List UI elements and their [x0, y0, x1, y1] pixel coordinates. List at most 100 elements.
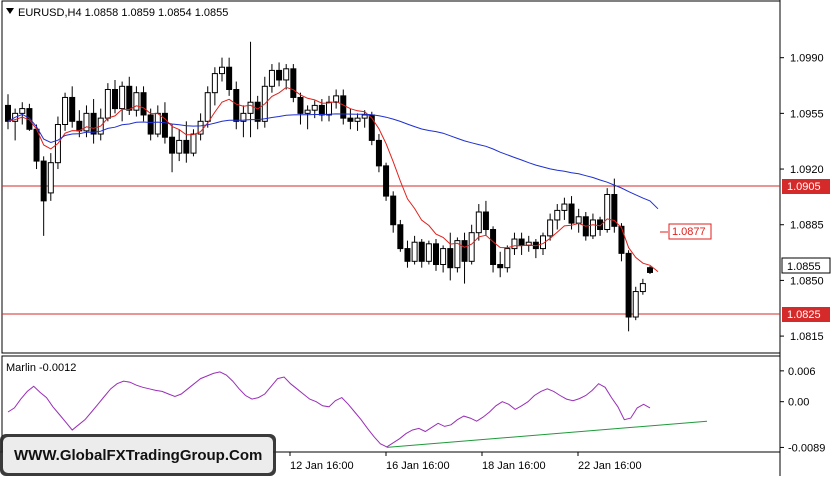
current-price-tag: [781, 257, 831, 274]
annotation-box[interactable]: [668, 223, 712, 240]
candle[interactable]: [126, 76, 133, 115]
candle[interactable]: [425, 240, 432, 265]
candle[interactable]: [219, 57, 225, 82]
candle[interactable]: [169, 124, 176, 173]
candle[interactable]: [304, 105, 311, 130]
candle[interactable]: [504, 245, 511, 273]
candle[interactable]: [475, 204, 482, 241]
oscillator-line[interactable]: [7, 371, 651, 448]
candle[interactable]: [69, 86, 76, 128]
indicator-tick-label: -0.0089: [788, 442, 825, 454]
candle[interactable]: [461, 232, 468, 284]
candle[interactable]: [568, 196, 575, 230]
candles-group: [5, 41, 653, 332]
level-low-tag: [782, 307, 830, 322]
time-tick-label: 22 Jan 16:00: [578, 460, 642, 472]
candle[interactable]: [297, 92, 304, 125]
candle[interactable]: [326, 95, 332, 122]
symbol-info: EURUSD,H4 1.0858 1.0859 1.0854 1.0855: [18, 7, 228, 19]
candle[interactable]: [183, 121, 190, 163]
moving-average-red[interactable]: [7, 86, 659, 272]
candle[interactable]: [333, 89, 340, 109]
divergence-trendline[interactable]: [386, 420, 708, 448]
candle[interactable]: [561, 197, 568, 220]
candle[interactable]: [347, 108, 354, 130]
candle[interactable]: [597, 216, 604, 236]
moving-average-blue[interactable]: [7, 113, 659, 210]
price-axis: 1.0990 1.0955 1.0920 1.0885 1.0850 1.0815: [780, 53, 824, 343]
candle[interactable]: [618, 223, 625, 262]
candle[interactable]: [361, 110, 368, 128]
annotation-price: 1.0877: [672, 226, 706, 238]
candle[interactable]: [418, 239, 425, 268]
candle[interactable]: [276, 62, 283, 87]
candle[interactable]: [482, 200, 489, 236]
price-panel[interactable]: [1, 0, 781, 354]
candle[interactable]: [268, 64, 275, 93]
price-tick-label: 1.0885: [790, 220, 824, 232]
candle[interactable]: [112, 79, 118, 114]
time-tick-label: 12 Jan 16:00: [290, 460, 354, 472]
candle[interactable]: [311, 100, 318, 119]
level-high-label: 1.0905: [787, 181, 821, 193]
price-tick-label: 1.0920: [790, 164, 824, 176]
candle[interactable]: [254, 95, 261, 130]
candle[interactable]: [190, 129, 197, 157]
candle[interactable]: [47, 153, 54, 201]
candle[interactable]: [5, 94, 11, 130]
candle[interactable]: [133, 86, 140, 117]
candle[interactable]: [589, 213, 596, 240]
candle[interactable]: [383, 162, 390, 201]
price-tick-label: 1.0990: [790, 53, 824, 65]
candle[interactable]: [647, 266, 653, 275]
candle[interactable]: [354, 113, 361, 131]
level-low-label: 1.0825: [787, 309, 821, 321]
candle[interactable]: [404, 240, 411, 268]
candle[interactable]: [247, 41, 254, 138]
candle[interactable]: [226, 57, 233, 96]
triangle-down-icon[interactable]: [6, 8, 14, 14]
candle[interactable]: [204, 86, 211, 128]
candle[interactable]: [90, 99, 97, 144]
candle[interactable]: [490, 226, 497, 273]
time-tick-label: 16 Jan 16:00: [386, 460, 450, 472]
candle[interactable]: [197, 113, 204, 141]
candle[interactable]: [19, 102, 26, 125]
indicator-tick-label: 0.00: [788, 397, 809, 409]
candle[interactable]: [440, 245, 447, 273]
candle[interactable]: [390, 191, 397, 233]
candle[interactable]: [211, 67, 218, 106]
candle[interactable]: [554, 204, 561, 230]
candle[interactable]: [632, 286, 639, 321]
price-tick-label: 1.0955: [790, 108, 824, 120]
candle[interactable]: [290, 64, 297, 103]
candle[interactable]: [639, 278, 646, 295]
candle[interactable]: [397, 219, 404, 252]
candle[interactable]: [240, 105, 247, 138]
candle[interactable]: [433, 239, 439, 271]
candle[interactable]: [375, 134, 382, 173]
candle[interactable]: [62, 92, 69, 131]
candle[interactable]: [625, 250, 632, 332]
candle[interactable]: [140, 86, 147, 122]
candle[interactable]: [176, 129, 183, 162]
time-tick-label: 18 Jan 16:00: [482, 460, 546, 472]
current-price-label: 1.0855: [787, 261, 821, 273]
candle[interactable]: [40, 156, 47, 236]
candle[interactable]: [454, 237, 461, 273]
candle[interactable]: [119, 81, 126, 122]
candle[interactable]: [283, 64, 290, 90]
candle[interactable]: [611, 178, 618, 233]
candle[interactable]: [411, 235, 418, 265]
candle[interactable]: [447, 232, 454, 281]
indicator-label: Marlin -0.0012: [6, 362, 76, 374]
candle[interactable]: [547, 213, 554, 241]
level-high-tag: [782, 179, 830, 194]
candle[interactable]: [604, 188, 611, 233]
watermark: WWW.GlobalFXTradingGroup.Com: [0, 434, 276, 476]
candle[interactable]: [497, 251, 504, 278]
candle[interactable]: [511, 232, 518, 255]
candle[interactable]: [340, 89, 347, 125]
